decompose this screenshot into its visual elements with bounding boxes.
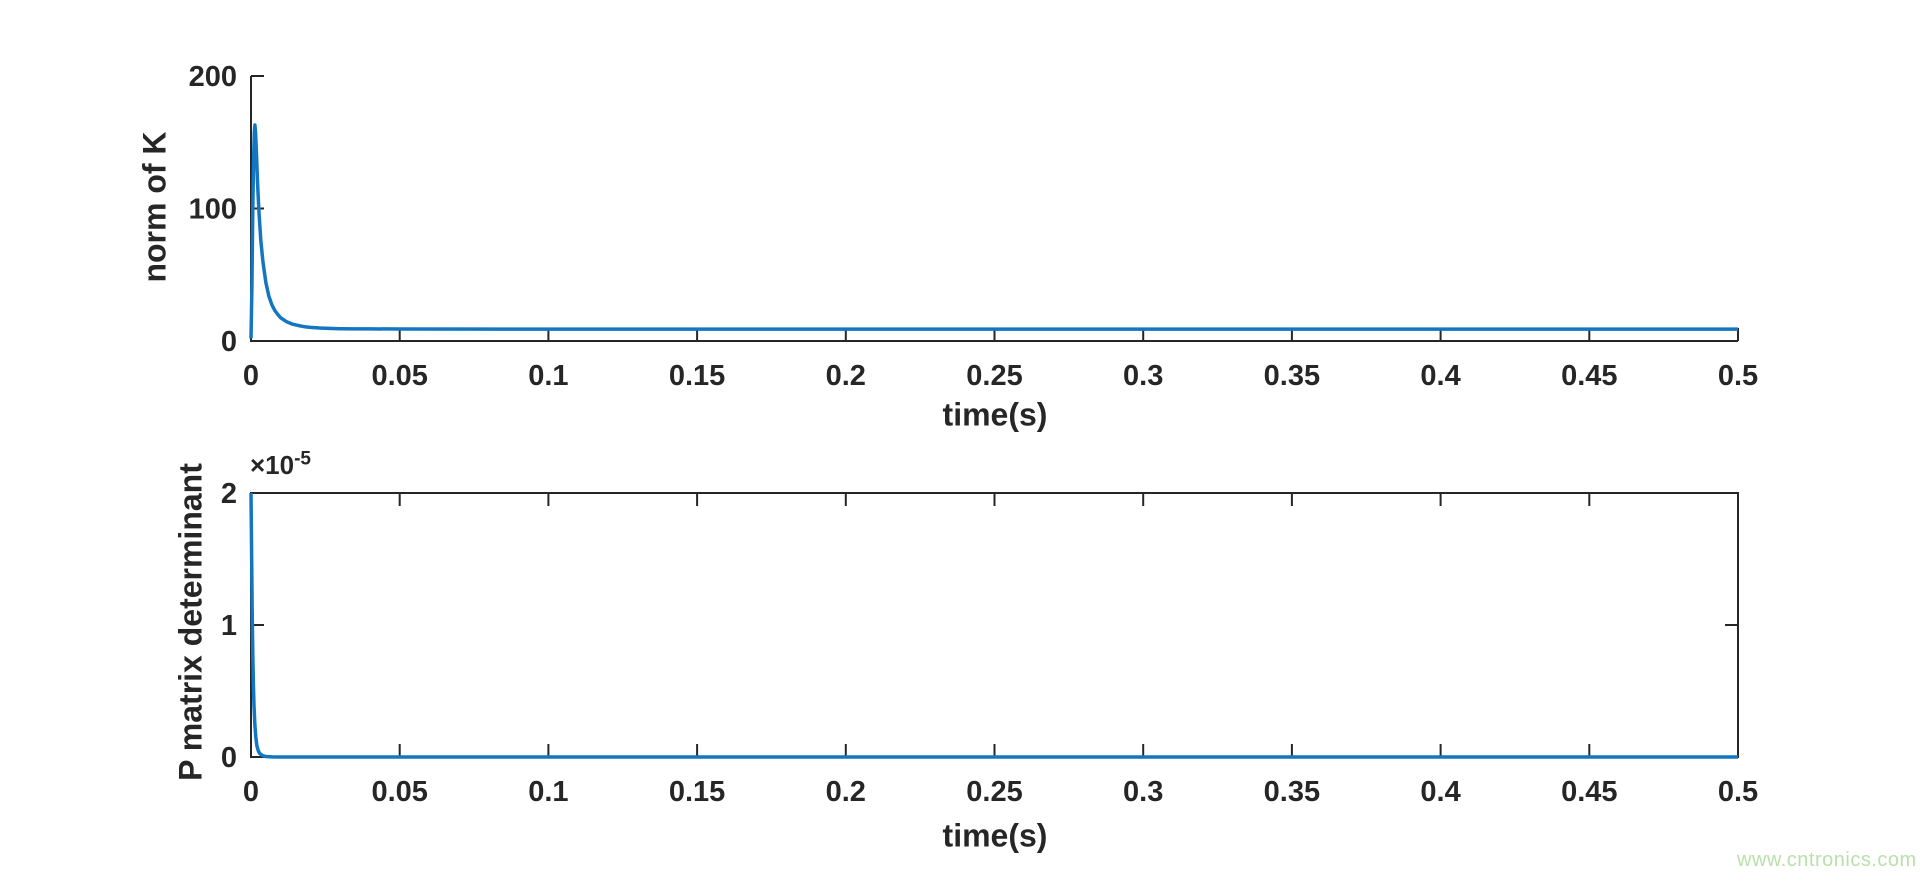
watermark: www.cntronics.com — [1737, 849, 1917, 871]
top-plot-x-tick-label: 0.35 — [1264, 360, 1320, 392]
top-plot-x-tick-label: 0.25 — [966, 360, 1022, 392]
top-plot-y-tick-label: 0 — [221, 326, 237, 358]
bottom-plot-x-tick-label: 0.35 — [1264, 776, 1320, 808]
top-plot-x-tick-label: 0.15 — [669, 360, 725, 392]
bottom-plot-x-tick-label: 0 — [243, 776, 259, 808]
exponent-power: -5 — [294, 448, 312, 470]
bottom-plot-y-tick-label: 2 — [221, 478, 237, 510]
top-plot-x-tick-label: 0.3 — [1123, 360, 1163, 392]
top-plot-x-tick-label: 0.4 — [1420, 360, 1460, 392]
top-plot-y-tick-label: 200 — [189, 61, 237, 93]
bottom-plot-x-tick-label: 0.4 — [1420, 776, 1460, 808]
bottom-plot-x-tick-label: 0.3 — [1123, 776, 1163, 808]
bottom-plot-curve — [249, 492, 1738, 759]
top-plot-ylabel: norm of K — [136, 131, 173, 283]
bottom-plot-axes-box — [250, 492, 1739, 758]
top-plot-x-tick-label: 0.45 — [1561, 360, 1617, 392]
top-plot-x-tick-label: 0.1 — [528, 360, 568, 392]
bottom-plot-x-tick-label: 0.15 — [669, 776, 725, 808]
bottom-plot-x-tick-label: 0.5 — [1718, 776, 1758, 808]
bottom-plot-x-tick-label: 0.2 — [826, 776, 866, 808]
top-plot-x-tick-label: 0.2 — [826, 360, 866, 392]
top-plot-x-tick-label: 0.5 — [1718, 360, 1758, 392]
top-plot-y-tick-label: 100 — [189, 194, 237, 226]
top-plot-curve — [249, 123, 1738, 339]
exponent-base: ×10 — [250, 450, 295, 480]
bottom-plot-y-tick-label: 0 — [221, 742, 237, 774]
top-plot-x-tick-label: 0.05 — [371, 360, 427, 392]
bottom-plot-y-exponent: ×10-5 — [250, 448, 312, 481]
top-plot-axes — [250, 76, 1738, 342]
bottom-plot-ylabel: P matrix determinant — [172, 463, 209, 781]
bottom-plot-x-tick-label: 0.05 — [371, 776, 427, 808]
bottom-plot-x-tick-label: 0.45 — [1561, 776, 1617, 808]
top-plot-xlabel: time(s) — [942, 396, 1048, 433]
bottom-plot-x-tick-label: 0.1 — [528, 776, 568, 808]
top-plot-x-tick-label: 0 — [243, 360, 259, 392]
bottom-plot-x-tick-label: 0.25 — [966, 776, 1022, 808]
bottom-plot-xlabel: time(s) — [942, 817, 1048, 854]
bottom-plot-y-tick-label: 1 — [221, 610, 237, 642]
